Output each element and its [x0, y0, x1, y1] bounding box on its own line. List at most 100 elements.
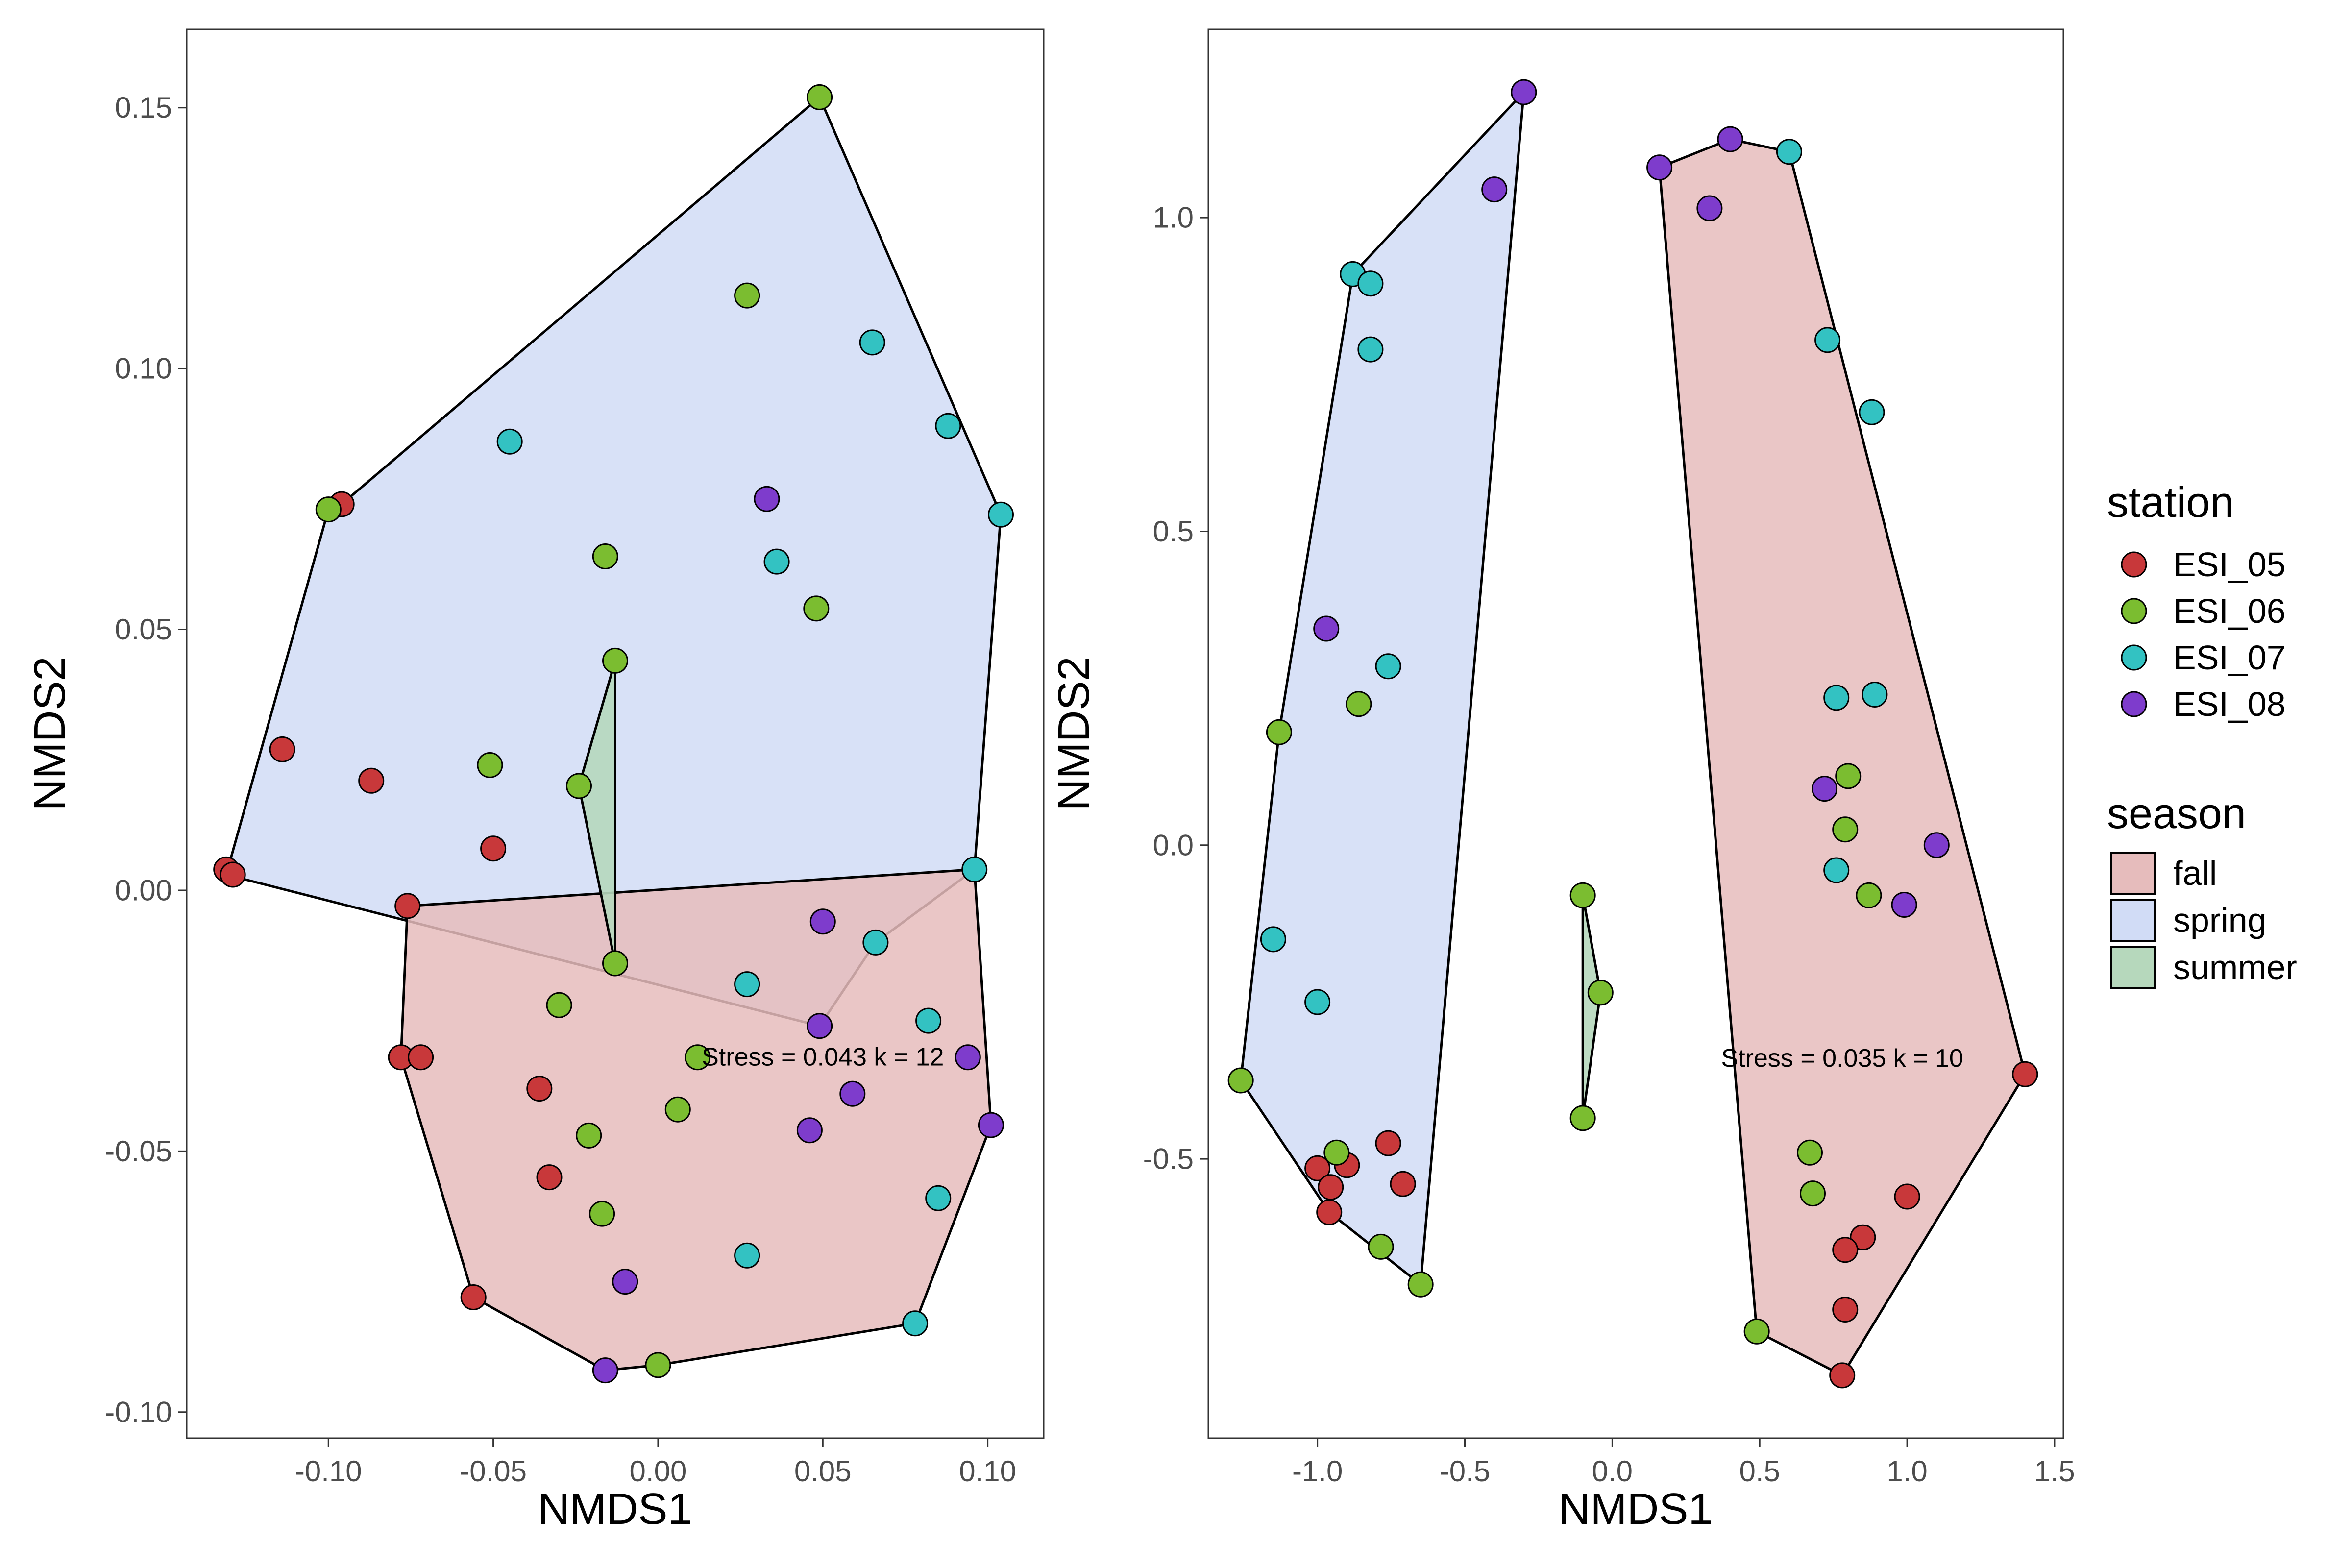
x-tick-label: -0.5 [1440, 1455, 1490, 1488]
point-esi_06 [803, 595, 830, 622]
y-tick-label: 0.05 [115, 613, 172, 646]
panel-left: -0.10 -0.05 0.00 0.05 0.10 -0.10 -0.05 0.00 0.0… [25, 28, 1045, 1534]
panel-left-x-axis-title: NMDS1 [538, 1485, 692, 1534]
point-esi_05 [358, 767, 385, 794]
point-esi_06 [592, 543, 618, 569]
y-tick-label: 0.00 [115, 874, 172, 906]
point-esi_06 [1835, 763, 1862, 789]
x-tick-label: 0.00 [630, 1455, 687, 1488]
point-esi_07 [961, 856, 988, 882]
point-esi_08 [1812, 776, 1838, 802]
point-esi_06 [1800, 1180, 1826, 1207]
y-tick-label: 0.15 [115, 91, 172, 124]
point-esi_08 [1696, 195, 1723, 221]
point-esi_05 [1829, 1362, 1856, 1389]
y-tick-label: 0.10 [115, 352, 172, 385]
point-esi_06 [589, 1200, 615, 1227]
point-esi_06 [685, 1044, 711, 1071]
point-esi_08 [807, 1013, 833, 1039]
point-esi_07 [1814, 327, 1841, 353]
point-esi_05 [1832, 1297, 1859, 1323]
point-esi_08 [809, 908, 836, 935]
point-esi_05 [2012, 1061, 2038, 1087]
point-esi_06 [645, 1352, 671, 1378]
point-esi_07 [915, 1007, 942, 1034]
point-esi_07 [1357, 336, 1384, 363]
legend-station-key [2121, 644, 2147, 671]
point-esi_05 [480, 835, 507, 862]
y-tick-label: 0.0 [1153, 829, 1194, 861]
legend-season-items: fall spring summer [2110, 852, 2297, 989]
x-tick-label: 1.0 [1886, 1455, 1927, 1488]
point-esi_07 [1304, 989, 1331, 1015]
point-esi_08 [1891, 892, 1917, 918]
y-tick-label: -0.5 [1143, 1143, 1194, 1176]
y-tick-label: 0.5 [1153, 515, 1194, 548]
panel-left-x-ticks: -0.10 -0.05 0.00 0.05 0.10 [295, 1438, 1016, 1488]
point-esi_07 [925, 1185, 952, 1211]
point-esi_06 [1407, 1271, 1434, 1298]
panel-right-border [1207, 28, 2064, 1439]
panel-left-points [213, 84, 1014, 1384]
point-esi_07 [1862, 682, 1888, 708]
point-esi_05 [1390, 1171, 1416, 1197]
point-esi_08 [1646, 154, 1673, 181]
panel-right: -1.0 -0.5 0.0 0.5 1.0 1.5 -0.5 0.0 0.5 1.0 Stres… [1050, 28, 2075, 1534]
legend-season-key [2110, 946, 2156, 989]
x-tick-label: -1.0 [1292, 1455, 1343, 1488]
legend-station-label: ESI_06 [2173, 592, 2286, 630]
point-esi_08 [796, 1117, 823, 1144]
point-esi_08 [1717, 126, 1743, 152]
point-esi_06 [1266, 719, 1292, 745]
legend-station-key [2121, 598, 2147, 624]
point-esi_06 [477, 752, 503, 778]
point-esi_06 [1832, 816, 1859, 843]
point-esi_06 [315, 496, 342, 523]
point-esi_07 [862, 929, 889, 956]
point-esi_07 [1357, 270, 1384, 297]
point-esi_08 [592, 1357, 618, 1384]
point-esi_08 [1481, 176, 1508, 203]
legend-station-label: ESI_05 [2173, 545, 2286, 584]
point-esi_07 [496, 428, 523, 455]
point-esi_08 [955, 1044, 981, 1071]
point-esi_07 [1823, 857, 1850, 883]
point-esi_07 [734, 971, 760, 998]
panel-left-border [186, 28, 1045, 1439]
panel-right-points [1227, 79, 2038, 1389]
y-tick-label: -0.05 [105, 1135, 172, 1168]
point-esi_06 [1856, 882, 1882, 908]
legend-station-label: ESI_07 [2173, 638, 2286, 677]
point-esi_06 [602, 950, 628, 977]
x-tick-label: 0.10 [959, 1455, 1016, 1488]
point-esi_06 [566, 773, 592, 799]
panel-left-stress-annotation: Stress = 0.043 k = 12 [702, 1043, 944, 1072]
legend-station-key [2121, 691, 2147, 717]
point-esi_05 [460, 1284, 487, 1310]
point-esi_08 [754, 486, 780, 512]
legend-season-label: fall [2173, 854, 2217, 892]
x-tick-label: 0.05 [794, 1455, 852, 1488]
point-esi_08 [612, 1269, 638, 1295]
point-esi_06 [546, 992, 572, 1018]
point-esi_07 [859, 329, 885, 356]
point-esi_05 [536, 1164, 563, 1191]
x-tick-label: 1.5 [2034, 1455, 2075, 1488]
point-esi_06 [576, 1122, 602, 1149]
point-esi_05 [220, 861, 246, 888]
legend-station-title: station [2107, 478, 2234, 526]
panel-right-x-axis-title: NMDS1 [1558, 1485, 1713, 1534]
point-esi_06 [1587, 980, 1614, 1006]
legend-season-key [2110, 852, 2156, 895]
hull-summer [578, 659, 616, 965]
point-esi_05 [1316, 1199, 1343, 1225]
point-esi_05 [1894, 1183, 1920, 1210]
point-esi_08 [1511, 79, 1537, 105]
legend-station-items: ESI_05 ESI_06 ESI_07 ESI_08 [2121, 545, 2286, 723]
point-esi_07 [763, 548, 790, 575]
point-esi_06 [1323, 1139, 1350, 1166]
point-esi_06 [807, 84, 833, 110]
legend-season-label: spring [2173, 901, 2267, 939]
